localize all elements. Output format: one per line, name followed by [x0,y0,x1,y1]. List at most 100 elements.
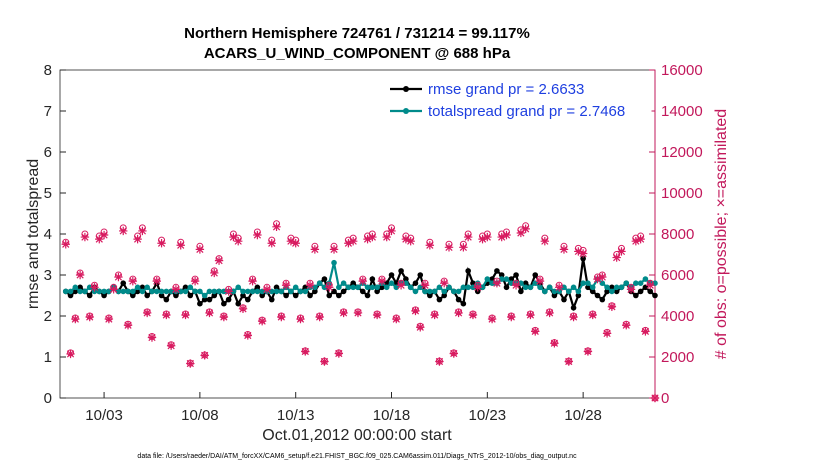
obs-marker [382,232,391,242]
obs-marker [296,314,305,324]
series-marker [542,288,548,295]
series-marker [637,280,644,287]
series-marker [388,272,395,278]
obs-marker [425,241,435,250]
obs-marker [181,310,190,320]
x-tick-label: 10/28 [564,407,602,424]
series-marker [417,284,424,291]
series-marker [374,284,380,291]
obs-marker [291,239,300,248]
obs-marker [277,312,286,322]
series-marker [364,292,371,299]
y2-tick-label: 4000 [661,308,694,325]
series-marker [532,280,539,287]
obs-marker [578,249,588,258]
obs-marker [66,349,75,359]
obs-marker [411,306,420,316]
series-marker [240,292,246,299]
series-marker [153,288,160,295]
series-marker [168,288,174,295]
series-marker [86,292,93,299]
series-marker [518,288,524,295]
x-tick-label: 10/13 [277,407,315,424]
series-marker [575,288,582,295]
obs-marker [377,276,387,286]
series-marker [633,280,639,287]
series-marker [249,288,256,295]
series-marker [173,292,179,299]
obs-marker [281,281,291,290]
series-marker [427,288,433,295]
chart-title: Northern Hemisphere 724761 / 731214 = 99… [184,25,530,42]
x-tick-label: 10/18 [373,407,411,424]
y-tick-label: 1 [44,349,52,366]
obs-marker [507,312,516,322]
obs-marker [559,245,569,254]
series-marker [403,280,409,287]
obs-marker [449,349,458,358]
series-marker [120,280,127,287]
series-marker [455,288,462,295]
series-marker [302,288,309,295]
obs-marker [454,308,463,318]
obs-marker [219,312,229,322]
series-marker [67,292,74,299]
series-marker [589,284,596,291]
x-tick-label: 10/08 [181,407,219,424]
series-marker [182,288,189,295]
series-marker [125,288,131,295]
obs-marker [200,351,209,360]
series-marker [139,284,146,291]
obs-marker [406,236,415,246]
series-marker [383,280,390,287]
series-marker [527,284,534,291]
obs-marker [234,236,243,246]
obs-marker [310,245,320,254]
series-marker [393,280,400,287]
series-marker [565,288,572,295]
series-marker [374,288,380,295]
series-marker [206,288,213,295]
series-marker [201,296,208,303]
series-marker [72,284,79,291]
obs-marker [147,333,157,342]
obs-marker [602,329,612,338]
series-marker [187,284,194,291]
series-marker [580,255,586,262]
series-marker [244,296,251,303]
series-marker [460,284,467,291]
legend-label: totalspread grand pr = 2.7468 [428,103,625,120]
series-marker [307,292,313,299]
obs-marker [531,327,540,336]
series-marker [369,284,376,291]
series-marker [503,284,510,291]
series-marker [570,284,577,291]
series-marker [216,288,222,295]
series-marker [268,288,275,295]
series-marker [537,284,543,291]
series-marker [278,288,285,295]
series-marker [211,292,218,299]
y2-tick-label: 0 [661,390,669,407]
series-marker [465,268,471,274]
series-marker [465,284,471,291]
series-marker [201,292,208,299]
obs-marker [617,247,626,256]
series-marker [642,276,649,282]
obs-marker [564,357,573,366]
series-marker [197,288,203,295]
obs-marker [114,272,123,282]
footnote: data file: /Users/raeder/DAI/ATM_forcXX/… [137,453,577,460]
obs-marker [396,281,406,290]
series-marker [77,284,83,291]
x-axis-label: Oct.01,2012 00:00:00 start [262,427,452,444]
series-marker [412,288,419,295]
series-marker [288,288,294,295]
series-marker [144,292,150,299]
obs-marker [99,230,109,240]
series-marker [441,292,448,299]
obs-marker [133,234,142,244]
series-marker [431,288,438,295]
series-marker [599,296,606,303]
series-marker [67,288,74,295]
